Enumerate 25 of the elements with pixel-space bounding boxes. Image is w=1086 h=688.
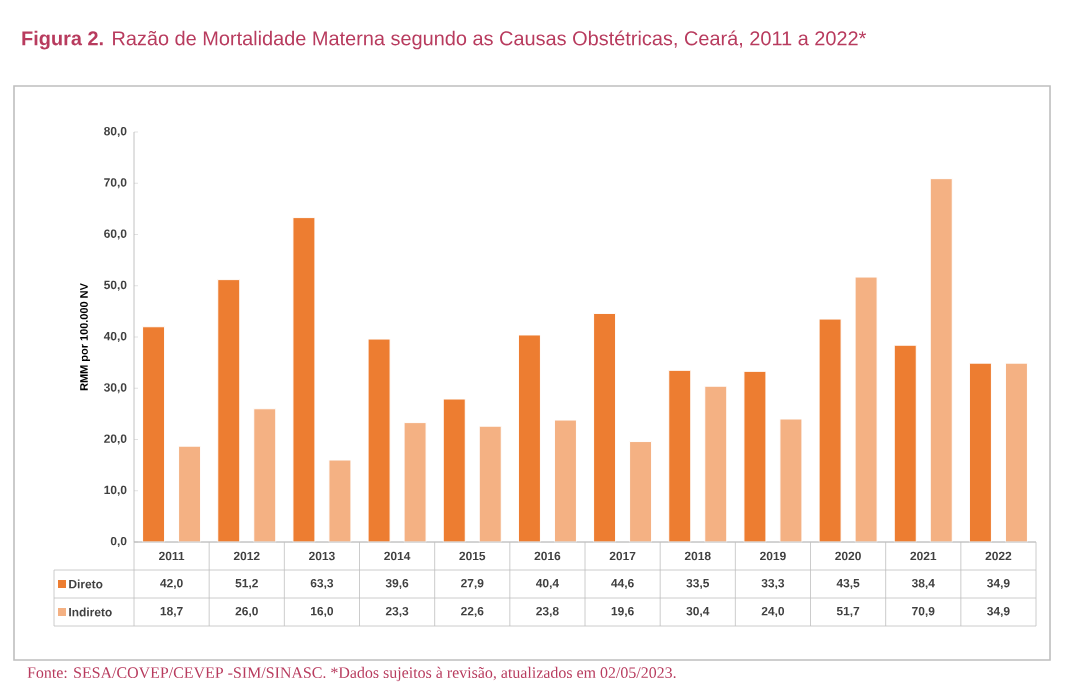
bar <box>929 178 953 543</box>
bar <box>818 318 842 543</box>
bar <box>704 385 728 543</box>
bar <box>593 312 617 543</box>
bar <box>629 441 653 543</box>
bar <box>178 445 202 543</box>
bar <box>403 422 427 543</box>
chart-title: Figura 2. Razão de Mortalidade Materna segundo as Causas Obstétricas, Ceará, 2011 a 2022* <box>22 30 867 50</box>
bar <box>217 279 241 543</box>
bar <box>743 370 767 543</box>
bar <box>779 418 803 543</box>
bar <box>367 338 391 543</box>
bar <box>442 398 466 543</box>
bar <box>893 344 917 543</box>
bar <box>668 369 692 543</box>
bar <box>517 334 541 543</box>
bar <box>142 326 166 543</box>
bar <box>328 459 352 543</box>
bar <box>1004 362 1028 543</box>
bar <box>253 408 277 543</box>
bar <box>553 419 577 543</box>
bar <box>478 425 502 543</box>
bar <box>854 276 878 543</box>
bar <box>292 217 316 543</box>
bar <box>968 362 992 543</box>
